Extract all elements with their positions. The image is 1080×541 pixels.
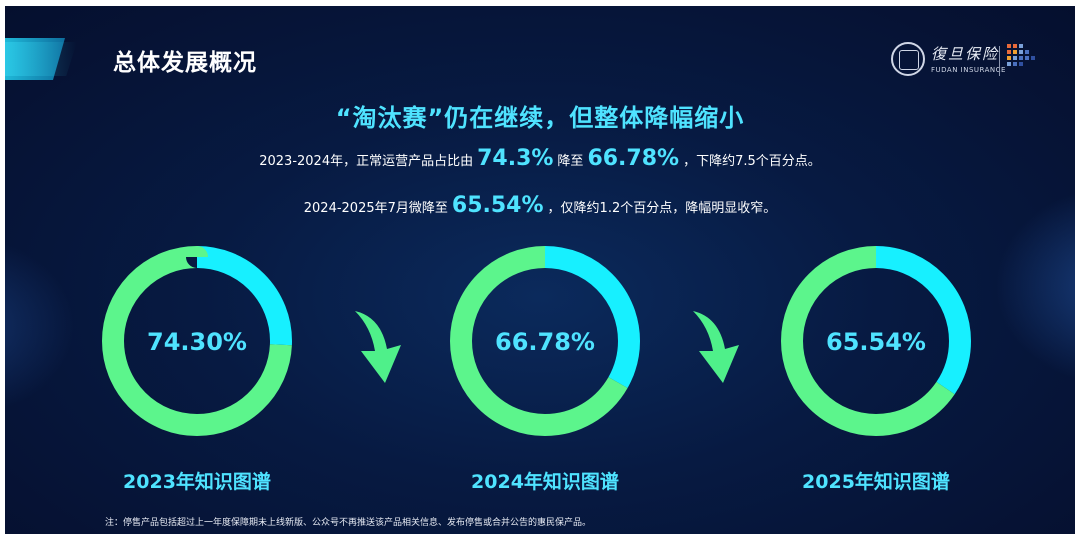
edge-glow-right bbox=[995, 186, 1075, 386]
line2-text-b: ，仅降约1.2个百分点，降幅明显收窄。 bbox=[547, 201, 777, 216]
donut-1: 74.30% 2023年知识图谱 bbox=[102, 246, 292, 493]
logo-english: FUDAN INSURANCE bbox=[931, 66, 1006, 74]
slice-operating-2 bbox=[450, 246, 640, 436]
summary-line-2: 2024-2025年7月微降至 65.54% ，仅降约1.2个百分点，降幅明显收窄。 bbox=[5, 193, 1075, 218]
center-label-2: 66.78% bbox=[495, 328, 595, 356]
slice-operating-1 bbox=[102, 246, 292, 436]
title-accent-bar bbox=[5, 38, 65, 80]
line1-text-c: ，下降约7.5个百分点。 bbox=[683, 154, 821, 169]
seal-icon bbox=[891, 42, 925, 76]
logo-divider bbox=[999, 46, 1000, 76]
slide: 总体发展概况 復旦保险 FUDAN INSURANCE “淘汰赛”仍在继续，但整… bbox=[5, 6, 1075, 534]
line2-text-a: 2024-2025年7月微降至 bbox=[303, 201, 448, 216]
donut-charts: 74.30% 2023年知识图谱 66.78% 2024年知识图谱 65.54% 2025… bbox=[102, 246, 971, 493]
edge-glow-left bbox=[5, 236, 75, 416]
center-label-1: 74.30% bbox=[147, 328, 247, 356]
line1-value-a: 74.3% bbox=[477, 146, 554, 171]
donut-3: 65.54% 2025年知识图谱 bbox=[781, 246, 971, 493]
line1-text-b: 降至 bbox=[557, 154, 584, 169]
center-label-3: 65.54% bbox=[826, 328, 926, 356]
chart-title-2: 2024年知识图谱 bbox=[471, 470, 619, 493]
headline: “淘汰赛”仍在继续，但整体降幅缩小 bbox=[335, 104, 745, 132]
line2-value-a: 65.54% bbox=[451, 193, 544, 218]
line1-value-b: 66.78% bbox=[587, 146, 680, 171]
chart-title-1: 2023年知识图谱 bbox=[123, 470, 271, 493]
chart-title-3: 2025年知识图谱 bbox=[802, 470, 950, 493]
page-title: 总体发展概况 bbox=[113, 50, 257, 76]
logo-chinese: 復旦保险 bbox=[931, 45, 1000, 63]
title-accent-glow bbox=[5, 42, 77, 76]
donut-2: 66.78% 2024年知识图谱 bbox=[450, 246, 640, 493]
footnote: 注：停售产品包括超过上一年度保障期未上线新版、公众号不再推送该产品相关信息、发布… bbox=[105, 518, 592, 528]
partner-grid-icon bbox=[1007, 44, 1037, 68]
curved-arrow-icon-2 bbox=[693, 311, 739, 383]
fudan-insurance-logo: 復旦保险 FUDAN INSURANCE bbox=[891, 42, 1071, 82]
curved-arrow-icon-1 bbox=[355, 311, 401, 383]
summary-line-1: 2023-2024年，正常运营产品占比由 74.3% 降至 66.78% ，下降约7.5… bbox=[5, 146, 1075, 171]
slice-operating-3 bbox=[781, 246, 971, 436]
line1-text-a: 2023-2024年，正常运营产品占比由 bbox=[259, 154, 474, 169]
